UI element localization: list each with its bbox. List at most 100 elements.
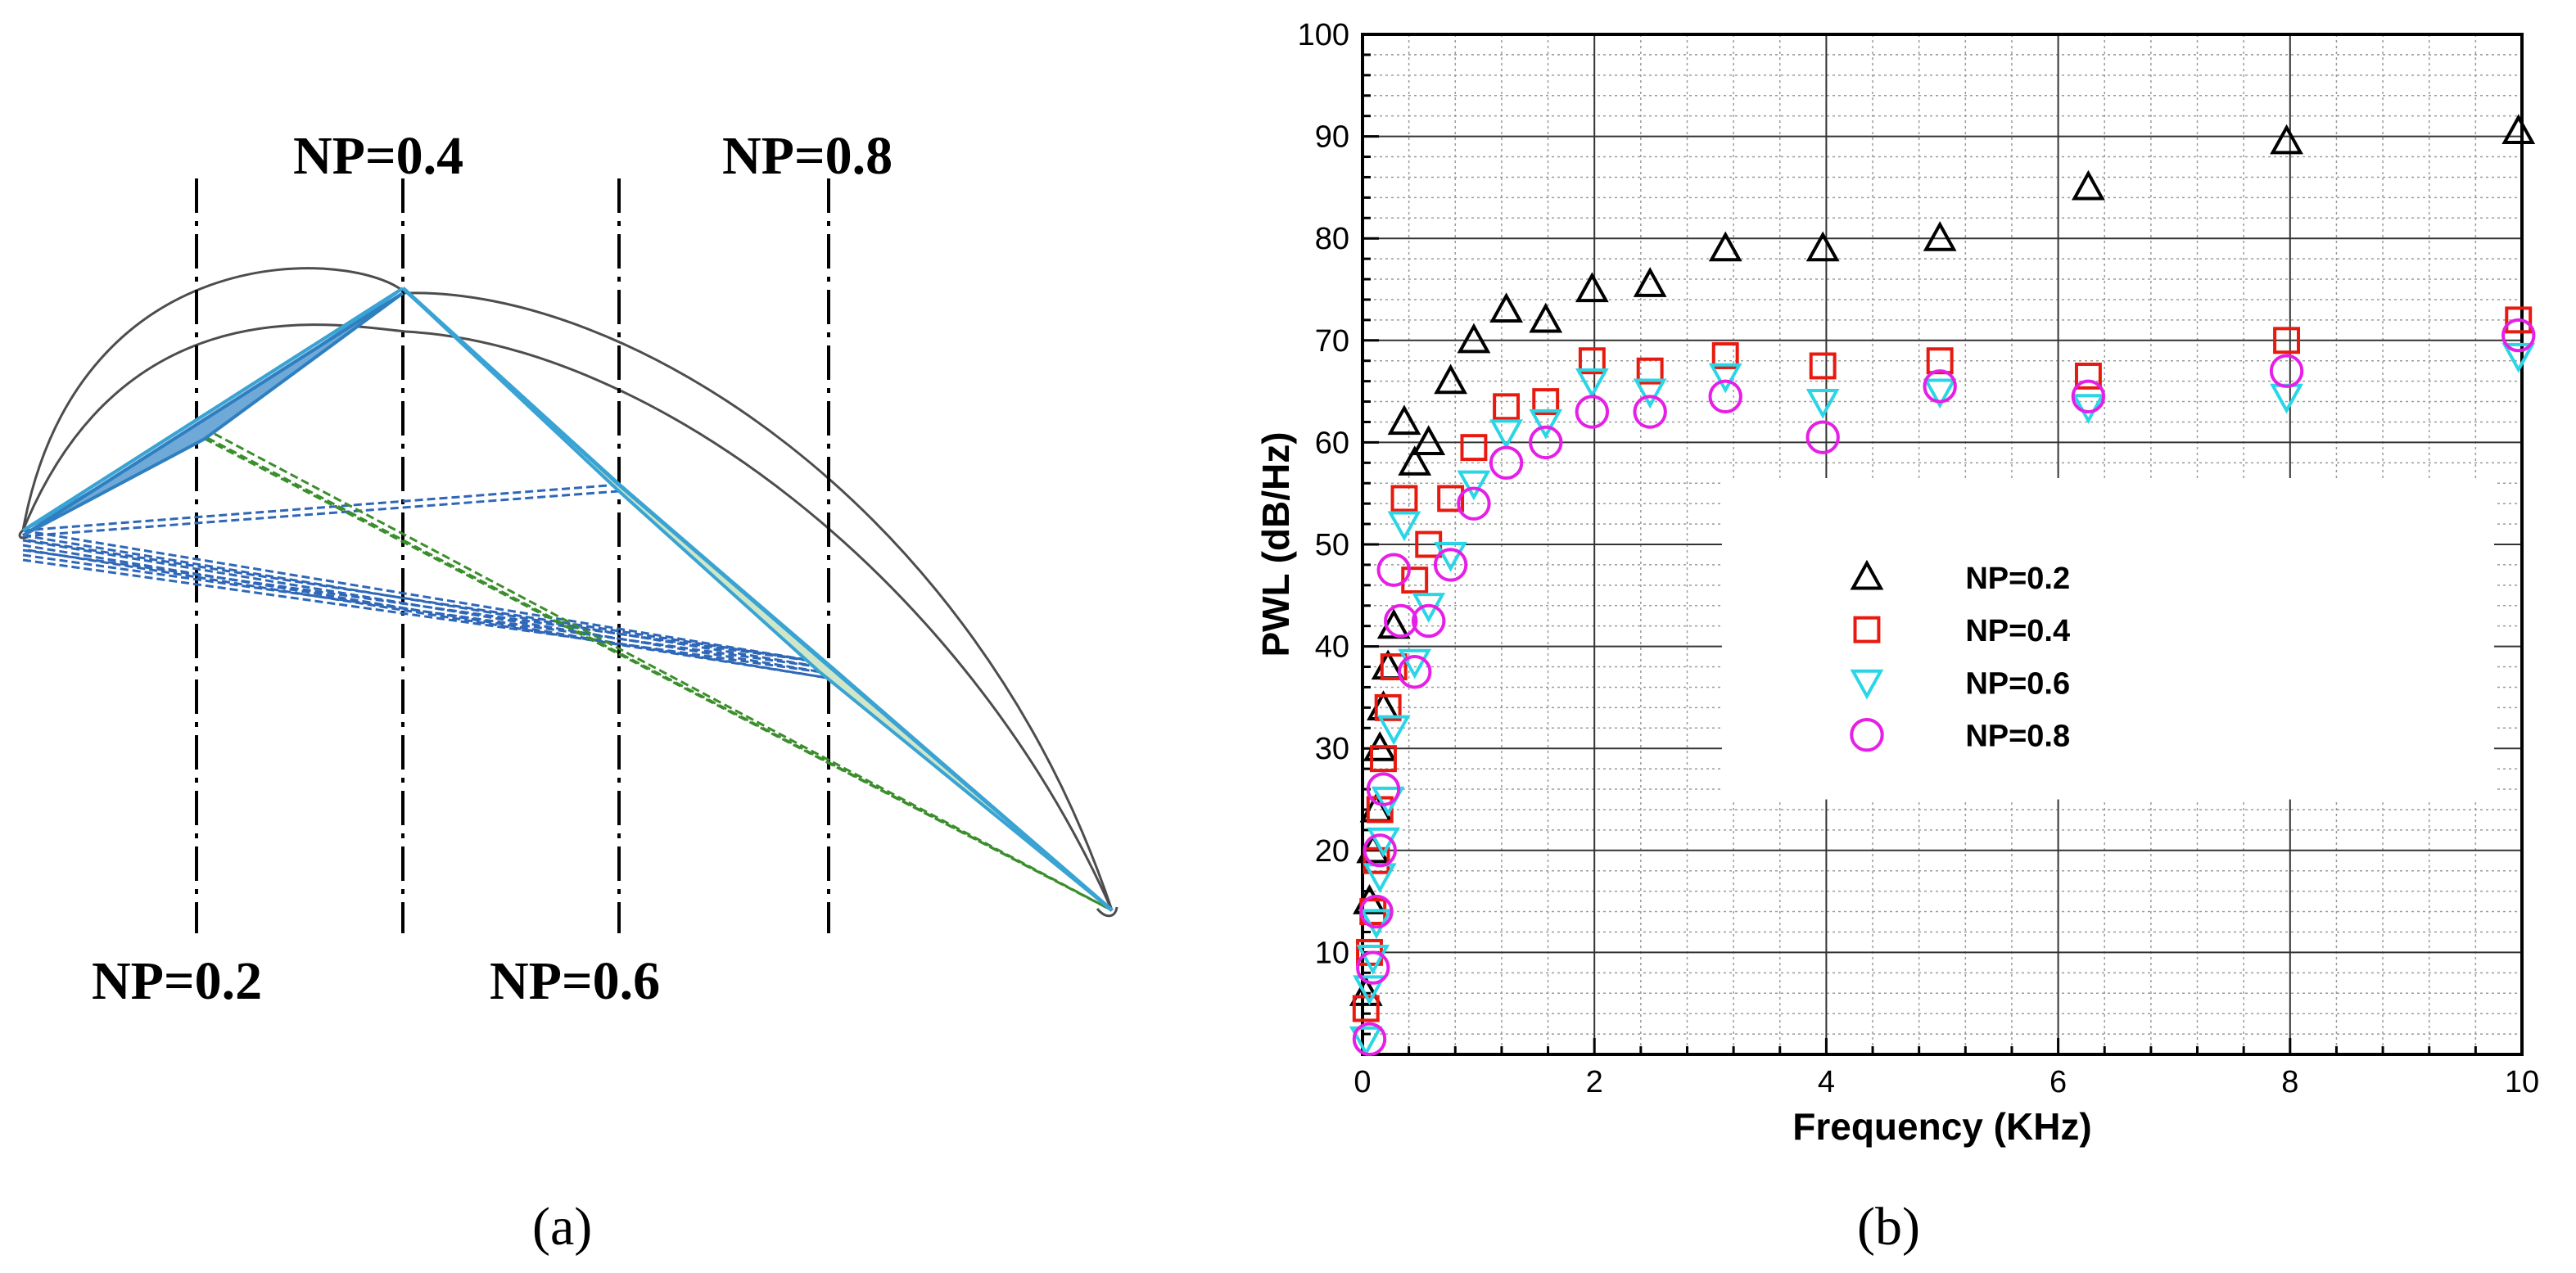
legend-box — [1721, 478, 2495, 800]
point-np06 — [1434, 541, 1468, 572]
point-np06 — [1633, 378, 1667, 409]
point-np08 — [1529, 425, 1563, 460]
y-tick-label: 70 — [1315, 324, 1349, 359]
label-np02: NP=0.2 — [92, 951, 262, 1011]
point-np04 — [1374, 693, 1402, 721]
point-np04 — [1578, 347, 1606, 375]
legend-marker-np08 — [1850, 717, 1884, 752]
point-np06 — [1359, 909, 1394, 940]
x-tick-label: 4 — [1818, 1065, 1835, 1099]
point-np04 — [1363, 846, 1390, 874]
point-np04 — [1401, 567, 1429, 594]
point-np08 — [1363, 833, 1397, 868]
point-np02 — [1434, 363, 1468, 395]
point-np08 — [1433, 548, 1468, 582]
y-tick-label: 30 — [1315, 732, 1349, 766]
point-np02 — [1805, 231, 1840, 262]
point-np06 — [1398, 648, 1432, 679]
y-tick-label: 20 — [1315, 834, 1349, 869]
point-np06 — [1349, 1026, 1383, 1057]
point-np04 — [1711, 342, 1739, 369]
blade-pressure-surface — [21, 323, 1114, 911]
point-np08 — [1352, 1022, 1387, 1057]
point-np06 — [1376, 715, 1411, 746]
leading-edge — [18, 529, 29, 539]
point-np08 — [2071, 379, 2106, 414]
point-np02 — [1708, 231, 1742, 262]
point-np08 — [1457, 486, 1491, 521]
legend-marker-np04 — [1853, 616, 1881, 643]
point-np04 — [2505, 306, 2533, 334]
panel-a-blade-diagram: NP=0.4 NP=0.8 NP=0.2 NP=0.6 (a) — [0, 0, 1179, 1269]
point-np02 — [2270, 124, 2303, 155]
point-np02 — [1412, 425, 1446, 455]
point-np08 — [1489, 445, 1524, 481]
point-np02 — [1387, 404, 1421, 436]
point-np02 — [1367, 690, 1400, 720]
y-tick-label: 50 — [1315, 528, 1349, 562]
data-points — [1349, 114, 2536, 1057]
point-np04 — [1460, 434, 1488, 462]
y-tick-label: 90 — [1315, 120, 1349, 155]
point-np06 — [1708, 363, 1742, 394]
point-np04 — [1532, 388, 1560, 416]
legend-label-np08: NP=0.8 — [1965, 720, 2070, 754]
point-np02 — [1349, 976, 1383, 1006]
axis-ticks — [1361, 33, 2524, 1056]
point-np06 — [1489, 419, 1523, 450]
panel-b-pwl-chart: 0 2 4 6 8 10 10 20 30 40 50 60 70 80 90 100 NP=0.2 NP=0.… — [1179, 0, 2576, 1269]
point-np04 — [2273, 327, 2301, 354]
x-tick-label: 8 — [2281, 1065, 2298, 1099]
y-axis-title: PWL (dB/Hz) — [1254, 431, 1297, 657]
trailing-edge — [1096, 906, 1119, 918]
point-np04 — [1390, 485, 1418, 512]
point-np02 — [2501, 114, 2536, 144]
point-np08 — [1366, 772, 1401, 806]
y-tick-label: 10 — [1315, 936, 1349, 970]
legend-marker-np02 — [1850, 559, 1884, 590]
point-np04 — [1380, 653, 1408, 680]
point-np06 — [1367, 827, 1400, 858]
caption-a: (a) — [532, 1197, 592, 1257]
point-np02 — [1575, 272, 1609, 303]
point-np02 — [1398, 445, 1432, 476]
blue-ray-lines — [22, 483, 828, 679]
point-np08 — [1412, 603, 1446, 639]
point-np08 — [1633, 395, 1667, 429]
point-np08 — [1708, 379, 1742, 414]
point-np08 — [1356, 950, 1390, 985]
label-np06: NP=0.6 — [490, 951, 660, 1011]
label-np08: NP=0.8 — [722, 126, 893, 186]
x-tick-label: 6 — [2050, 1065, 2067, 1099]
point-np06 — [1353, 975, 1386, 1006]
legend-marker-np06 — [1850, 669, 1884, 700]
green-ray-lines — [196, 431, 1113, 912]
point-np02 — [1633, 267, 1667, 297]
point-np06 — [1575, 368, 1609, 399]
point-np04 — [1493, 393, 1521, 421]
point-np08 — [1376, 553, 1411, 587]
point-np02 — [1371, 649, 1405, 680]
point-np02 — [1923, 221, 1957, 251]
point-np04 — [1636, 357, 1664, 385]
point-np08 — [2501, 318, 2536, 353]
point-np02 — [1489, 292, 1523, 323]
label-np04: NP=0.4 — [293, 126, 463, 186]
x-tick-label: 2 — [1586, 1065, 1603, 1099]
x-axis-title: Frequency (KHz) — [1792, 1105, 2091, 1148]
blade-suction-surface — [21, 267, 1114, 911]
point-np06 — [1529, 409, 1563, 440]
point-np04 — [1809, 352, 1837, 380]
point-np06 — [2072, 394, 2105, 424]
point-np08 — [1575, 395, 1610, 429]
point-np08 — [1398, 655, 1432, 689]
point-np02 — [1457, 323, 1491, 354]
point-np06 — [1356, 945, 1390, 975]
teal-band-upper — [21, 291, 404, 537]
point-np04 — [1352, 995, 1380, 1022]
x-tick-label: 10 — [2505, 1065, 2539, 1099]
x-tick-label: 0 — [1354, 1065, 1371, 1099]
legend-label-np04: NP=0.4 — [1965, 614, 2070, 648]
point-np08 — [2269, 354, 2304, 388]
